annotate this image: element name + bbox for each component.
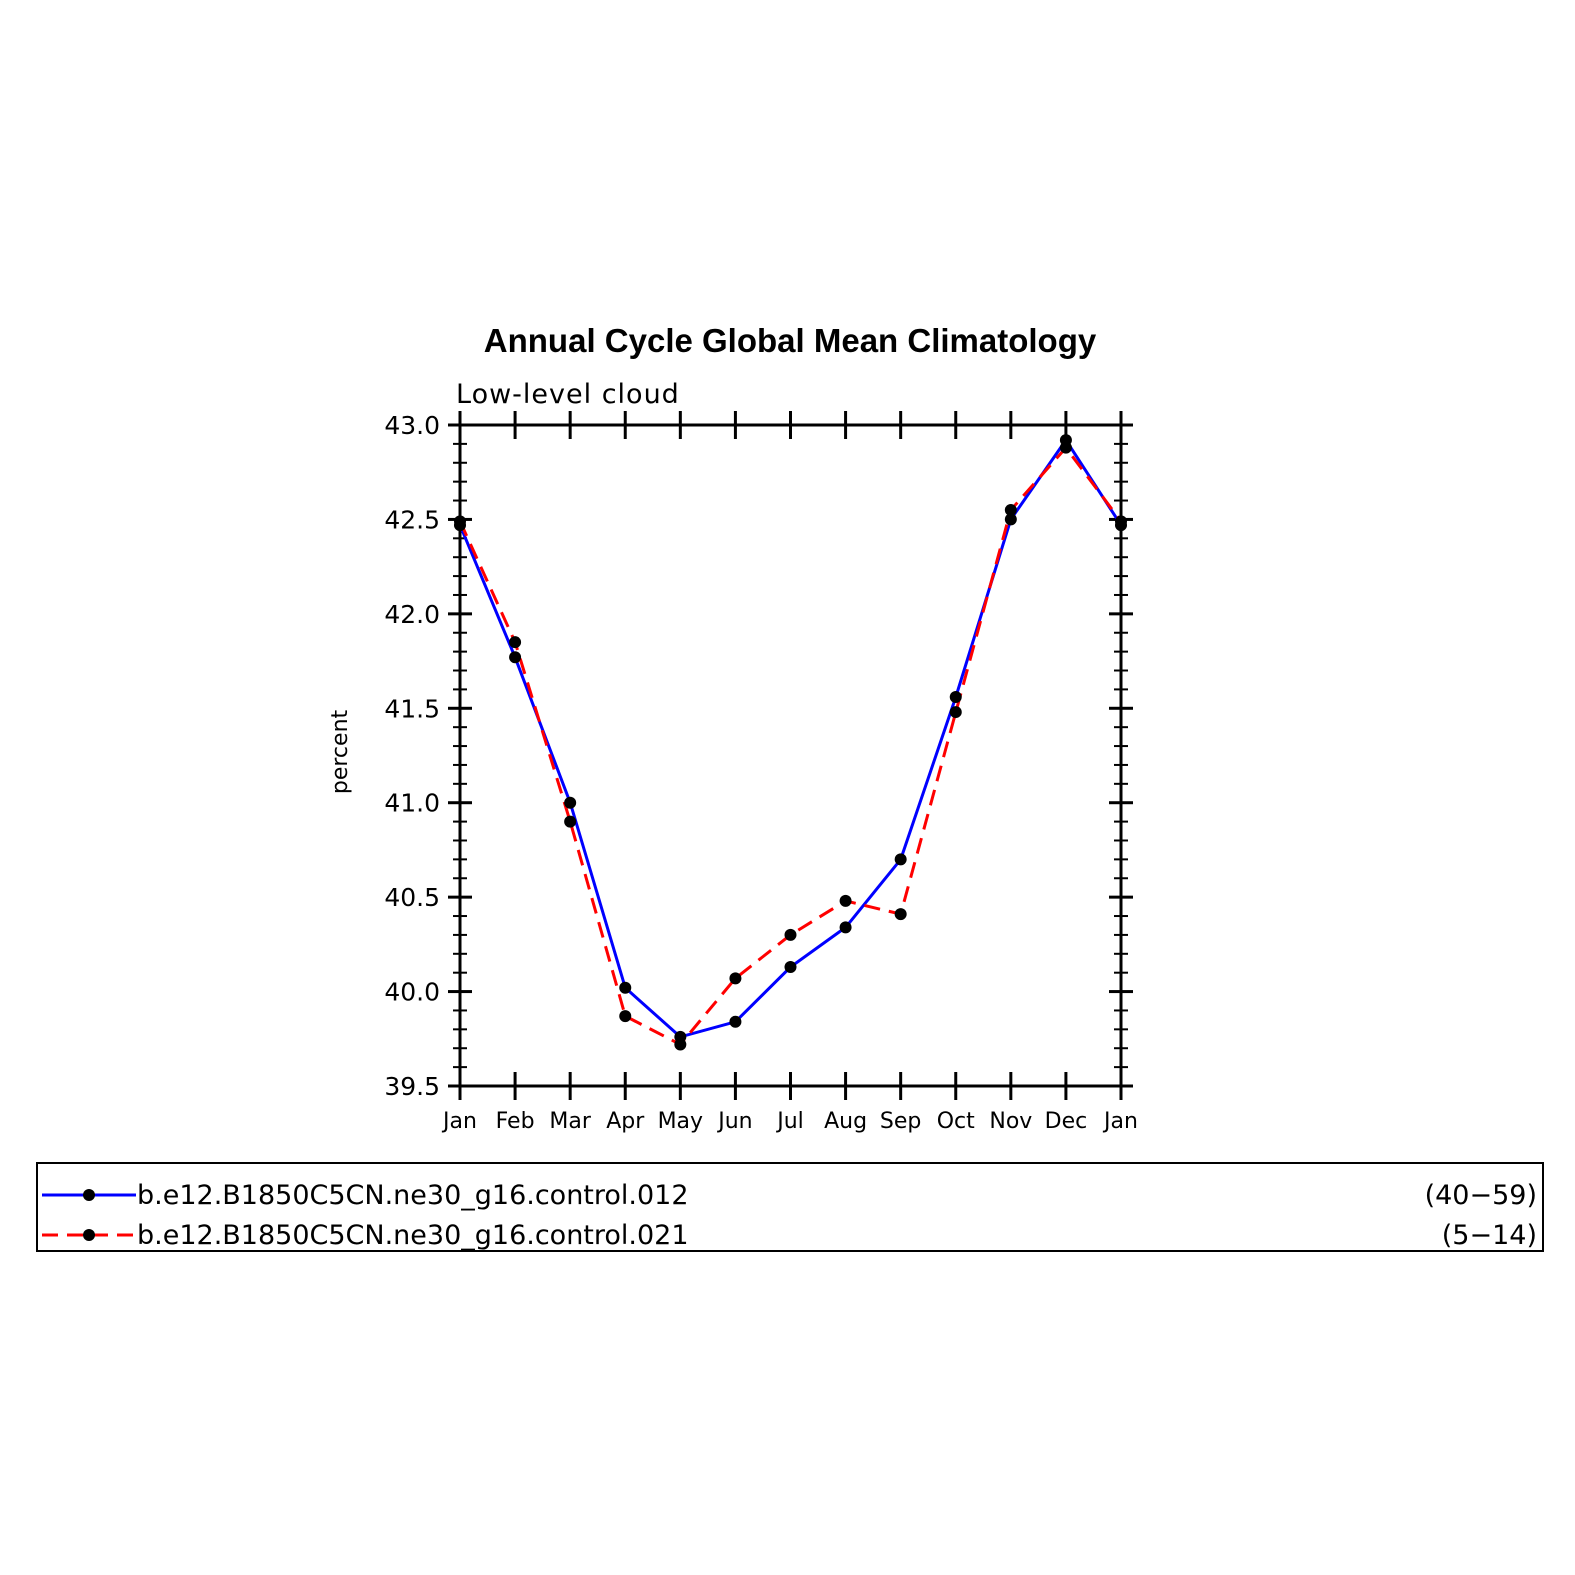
series-1-point [619,981,632,994]
legend-label-1: b.e12.B1850C5CN.ne30_g16.control.012 [137,1180,689,1211]
series-2-point [674,1038,687,1051]
series-2-point [509,636,522,649]
y-tick-labels: 39.5 40.0 40.5 41.0 41.5 42.0 42.5 43.0 [384,411,440,1101]
series-1-point [1004,513,1017,526]
legend-label-2: b.e12.B1850C5CN.ne30_g16.control.021 [137,1220,689,1251]
x-tick-label: Feb [496,1109,535,1134]
x-tick-label: Jan [1102,1109,1138,1134]
legend-years-1: (40−59) [1425,1180,1537,1211]
series-line-2 [458,445,1123,1047]
series-2-point [839,894,852,907]
legend-box [36,1162,1544,1252]
series-2-point [729,972,742,985]
x-tick-label: Dec [1045,1109,1088,1134]
y-tick-label: 41.5 [384,694,440,723]
series-1-point [564,796,577,809]
y-tick-label: 40.5 [384,883,440,912]
y-tick-label: 42.5 [384,505,440,534]
series-2-point [1059,441,1072,454]
chart-title: Annual Cycle Global Mean Climatology [484,322,1097,359]
x-tick-label: Jul [775,1109,804,1134]
series-2-point [454,515,466,528]
y-tick-label: 39.5 [384,1072,440,1101]
series-2-point [564,815,577,828]
x-tick-label: Sep [880,1109,921,1134]
y-tick-label: 41.0 [384,789,440,818]
series-1-point [949,690,962,703]
x-tick-label: Jun [716,1109,752,1134]
series-lines [458,437,1123,1047]
legend-marker-2 [83,1229,95,1241]
series-1-point [784,961,797,974]
series-1-point [839,921,852,934]
legend-years-2: (5−14) [1442,1220,1537,1251]
series-line-1 [458,437,1123,1039]
series-2-point [894,908,907,921]
x-tick-label: Aug [824,1109,867,1134]
series-2-point [1115,515,1127,528]
series-2-point [1004,503,1017,516]
series-points [454,434,1127,1051]
series-2-point [619,1010,632,1023]
series-1-point [894,853,907,866]
chart-subtitle: Low-level cloud [456,379,680,410]
y-tick-label: 40.0 [384,978,440,1007]
plot-frame [458,423,1123,1088]
x-tick-label: Nov [989,1109,1032,1134]
legend: b.e12.B1850C5CN.ne30_g16.control.012 (40−… [36,1162,1544,1252]
y-tick-label: 43.0 [384,411,440,440]
x-tick-label: Mar [549,1109,591,1134]
series-1-point [729,1015,742,1028]
y-axis-label: percent [328,709,353,794]
series-2-point [784,928,797,941]
legend-marker-1 [83,1189,95,1201]
x-tick-label: Jan [441,1109,477,1134]
x-tick-label: Oct [937,1109,975,1134]
x-tick-label: May [658,1109,703,1134]
series-2-point [949,706,962,719]
x-tick-label: Apr [606,1109,645,1134]
y-tick-label: 42.0 [384,600,440,629]
x-tick-labels: Jan Feb Mar Apr May Jun Jul Aug Sep Oct Nov Dec Jan [441,1109,1138,1134]
series-1-point [509,651,522,664]
